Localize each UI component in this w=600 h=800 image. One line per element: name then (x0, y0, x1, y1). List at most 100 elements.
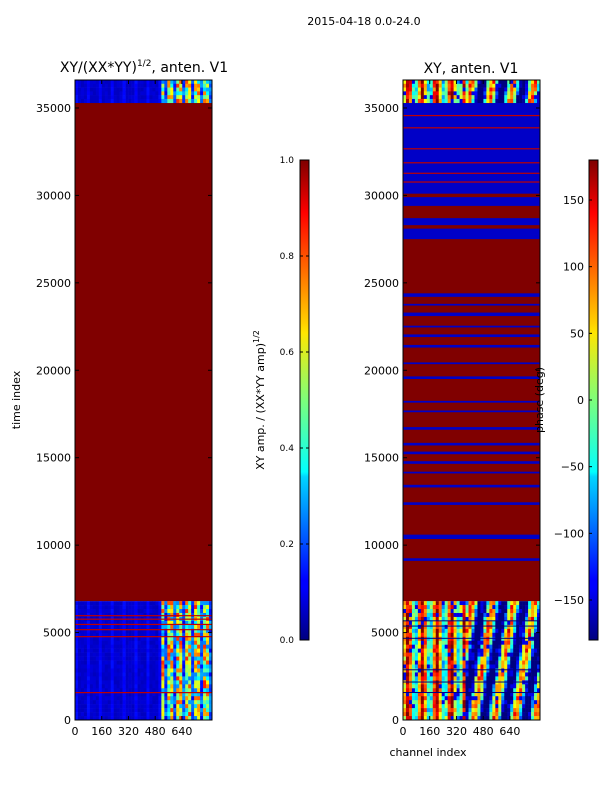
right-cell (438, 664, 443, 669)
right-cell (537, 668, 541, 673)
right-cell (516, 692, 520, 697)
left-cell (191, 688, 195, 693)
left-cell (206, 83, 210, 88)
left-cell (188, 700, 192, 705)
left-cell (167, 700, 171, 705)
right-cell (516, 620, 520, 626)
right-cell (537, 656, 541, 661)
left-cell (104, 601, 109, 606)
left-cell (134, 704, 138, 709)
right-cell (474, 700, 478, 705)
left-cell (104, 636, 109, 642)
left-cell (137, 668, 141, 673)
left-cell (188, 624, 192, 630)
left-cbar-tick-label-5: 1.0 (280, 156, 295, 166)
left-cell (92, 95, 97, 100)
right-cell (438, 688, 443, 693)
left-cell (191, 640, 195, 645)
left-cell (158, 680, 162, 685)
right-cell (522, 609, 526, 614)
left-cell (203, 91, 207, 96)
left-cell (86, 680, 91, 685)
left-cell (113, 712, 117, 717)
left-cell (107, 628, 112, 634)
right-cell (417, 620, 422, 626)
left-cell (173, 684, 177, 689)
left-cell (185, 601, 189, 606)
right-cell (453, 656, 457, 661)
right-cell (516, 716, 520, 721)
right-cell (459, 601, 463, 606)
left-cell (113, 91, 117, 96)
left-cell (164, 668, 168, 673)
left-cell (206, 91, 210, 96)
left-cell (152, 712, 156, 717)
right-cell (444, 620, 448, 626)
right-cell (417, 700, 422, 705)
left-cell (170, 636, 174, 642)
left-cell (191, 624, 195, 630)
right-cell (522, 636, 526, 642)
left-cell (155, 696, 159, 701)
left-cell (167, 716, 171, 721)
left-cell (164, 664, 168, 669)
right-cell (459, 660, 463, 665)
right-cell (450, 620, 454, 626)
right-cell (531, 612, 535, 618)
left-cell (155, 609, 159, 614)
right-cell (519, 688, 523, 693)
left-cell (167, 605, 171, 610)
right-cell (489, 704, 493, 709)
right-cell (432, 616, 437, 622)
right-cell (420, 664, 425, 669)
left-cell (191, 700, 195, 705)
right-cell (444, 672, 448, 677)
right-cell (513, 692, 517, 697)
left-cell (197, 652, 201, 657)
right-cell (411, 692, 416, 697)
right-cell (513, 609, 517, 614)
right-cell (495, 660, 499, 665)
left-cell (104, 98, 109, 104)
left-cell (191, 656, 195, 661)
left-cell (122, 91, 126, 96)
right-cell (510, 616, 514, 622)
right-cell (522, 644, 526, 649)
left-cell (104, 680, 109, 685)
right-cell (492, 672, 496, 677)
right-cell (403, 98, 407, 104)
left-cell (119, 660, 123, 665)
right-cell (492, 632, 496, 638)
left-cell (98, 609, 103, 614)
left-cell (146, 628, 150, 634)
left-cell (89, 672, 94, 677)
left-cell (152, 668, 156, 673)
right-cell (468, 609, 472, 614)
left-cell (149, 704, 153, 709)
left-cell (209, 708, 213, 713)
right-cell (513, 700, 517, 705)
right-cell (411, 684, 416, 689)
left-cell (104, 684, 109, 689)
right-cell (432, 636, 437, 642)
right-cell (465, 660, 469, 665)
left-cell (77, 664, 82, 669)
left-cell (98, 628, 103, 634)
right-red-line-0 (403, 181, 540, 183)
right-cell (459, 692, 463, 697)
right-cell (519, 616, 523, 622)
right-cell (444, 656, 448, 661)
left-cell (155, 605, 159, 610)
left-cell (116, 609, 120, 614)
left-cell (188, 601, 192, 606)
left-cell (173, 716, 177, 721)
left-ytick-label-6: 30000 (36, 189, 71, 202)
right-cell (429, 656, 434, 661)
left-cell (173, 98, 177, 104)
left-cell (161, 609, 165, 614)
left-cell (191, 87, 195, 92)
right-cell (495, 616, 499, 622)
left-cell (83, 688, 88, 693)
left-cell (146, 609, 150, 614)
right-cell (438, 628, 443, 634)
